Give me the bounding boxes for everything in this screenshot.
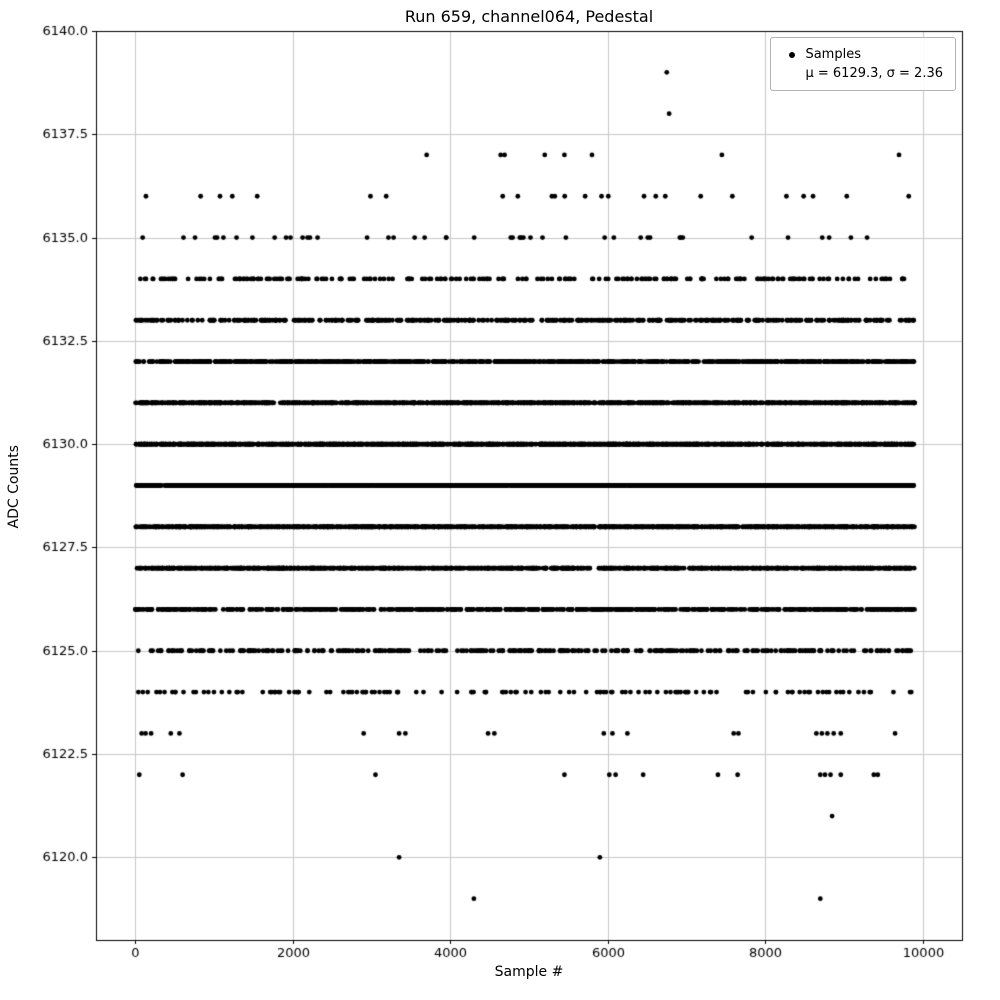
legend-label-samples: Samples — [805, 47, 861, 62]
legend-label-stats: μ = 6129.3, σ = 2.36 — [805, 66, 943, 81]
y-axis-label: ADC Counts — [6, 445, 22, 529]
samples-marker-icon — [779, 51, 805, 58]
legend-row-samples: Samples — [779, 45, 943, 64]
legend-row-stats: μ = 6129.3, σ = 2.36 — [779, 64, 943, 83]
legend: Samples μ = 6129.3, σ = 2.36 — [770, 37, 956, 91]
x-axis-label: Sample # — [494, 964, 564, 980]
chart-title: Run 659, channel064, Pedestal — [404, 7, 654, 26]
